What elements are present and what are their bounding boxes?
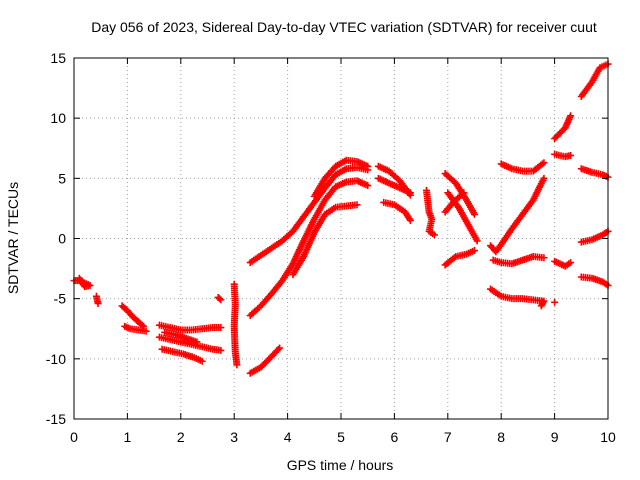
x-tick-label: 3 [230,429,238,445]
data-points [70,60,612,377]
data-point [364,182,372,190]
x-axis-label: GPS time / hours [287,457,394,473]
axis-ticks: 0 1 2 3 4 5 6 7 8 9 10 -15 -10 -5 0 5 10 15 [46,50,616,445]
y-tick-label: 10 [50,110,66,126]
data-point [193,338,201,346]
y-axis-label: SDTVAR / TECUs [5,182,21,294]
data-point [198,357,206,365]
data-point [567,259,575,267]
data-point [551,298,559,306]
y-tick-label: 0 [58,231,66,247]
data-point [537,302,545,310]
data-point [233,361,241,369]
x-tick-label: 0 [70,429,78,445]
data-point [473,237,481,245]
data-point [540,159,548,167]
data-point [538,160,546,168]
data-point [94,299,102,307]
data-point [364,162,372,170]
x-tick-label: 2 [177,429,185,445]
x-tick-label: 9 [551,429,559,445]
data-point [540,254,548,262]
x-tick-label: 5 [337,429,345,445]
data-point [142,327,150,335]
y-tick-label: -5 [54,291,67,307]
data-point [471,210,478,218]
data-point [274,345,282,353]
data-point [217,346,225,354]
x-tick-label: 8 [497,429,505,445]
data-point [441,208,449,216]
data-point [567,112,575,120]
data-point [353,201,361,209]
y-tick-label: -10 [46,351,66,367]
grid-lines [74,58,608,419]
data-point [217,296,225,304]
y-tick-label: 15 [50,50,66,66]
data-point [540,174,548,182]
data-point [450,254,458,262]
data-point [567,151,575,159]
x-tick-label: 1 [124,429,132,445]
data-point [217,324,225,332]
data-point [75,274,83,282]
data-point [216,295,224,303]
x-tick-label: 6 [391,429,399,445]
x-tick-label: 7 [444,429,452,445]
chart-title: Day 056 of 2023, Sidereal Day-to-day VTE… [91,19,597,35]
x-tick-label: 10 [600,429,616,445]
data-point [276,344,284,352]
y-tick-label: -15 [46,411,66,427]
data-point [406,191,414,199]
data-point [471,247,478,255]
y-tick-label: 5 [58,170,66,186]
x-tick-label: 4 [284,429,292,445]
data-point [406,216,414,224]
data-point [430,231,438,239]
